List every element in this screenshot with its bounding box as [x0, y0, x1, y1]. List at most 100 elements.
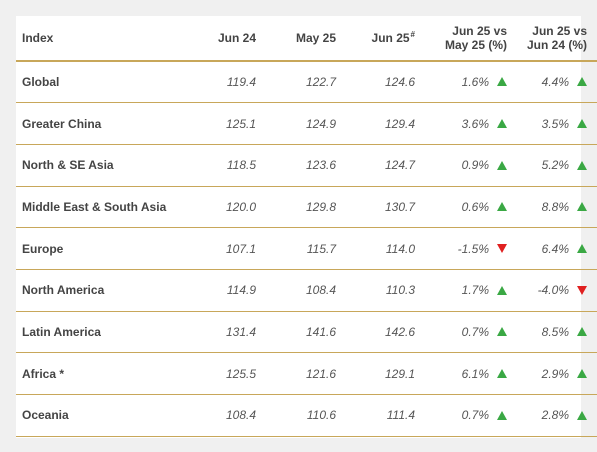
value-may25: 122.7	[256, 61, 336, 104]
triangle-up-icon	[497, 410, 507, 420]
change-mom-cell: 1.6%	[415, 61, 507, 104]
value-may25: 108.4	[256, 269, 336, 312]
change-yoy-value: 5.2%	[541, 158, 569, 173]
change-mom-value: 1.6%	[461, 75, 489, 90]
change-yoy-value: 8.5%	[541, 324, 569, 339]
triangle-up-icon	[577, 160, 587, 170]
change-mom-cell: 0.9%	[415, 144, 507, 187]
change-yoy-cell: -4.0%	[507, 269, 597, 312]
header-yoy-line2: Jun 24 (%)	[526, 38, 587, 52]
triangle-up-icon	[577, 243, 587, 253]
table-row: Europe 107.1 115.7 114.0 -1.5% 6.4%	[16, 227, 597, 270]
value-may25: 115.7	[256, 227, 336, 270]
value-may25: 110.6	[256, 394, 336, 437]
header-index: Index	[16, 16, 190, 62]
header-jun25-footnote-mark: #	[410, 30, 415, 39]
table-row: Latin America 131.4 141.6 142.6 0.7% 8.5…	[16, 311, 597, 354]
triangle-up-icon	[577, 327, 587, 337]
change-mom-value: 0.7%	[461, 408, 489, 423]
triangle-down-icon	[577, 285, 587, 295]
triangle-up-icon	[497, 368, 507, 378]
value-jun24: 119.4	[190, 61, 256, 104]
value-jun25: 124.6	[336, 61, 415, 104]
change-yoy-cell: 3.5%	[507, 102, 597, 145]
header-jun24: Jun 24	[190, 16, 256, 62]
change-yoy-cell: 6.4%	[507, 227, 597, 270]
change-yoy-cell: 8.5%	[507, 311, 597, 354]
value-may25: 129.8	[256, 186, 336, 229]
value-jun24: 125.1	[190, 102, 256, 145]
value-jun25: 114.0	[336, 227, 415, 270]
region-name: Africa *	[16, 352, 190, 395]
change-yoy-value: 2.8%	[541, 408, 569, 423]
change-yoy-value: 6.4%	[541, 241, 569, 256]
value-may25: 124.9	[256, 102, 336, 145]
value-may25: 123.6	[256, 144, 336, 187]
header-row: Index Jun 24 May 25 Jun 25# Jun 25 vs May…	[16, 16, 597, 62]
triangle-up-icon	[497, 160, 507, 170]
triangle-up-icon	[577, 202, 587, 212]
change-yoy-cell: 5.2%	[507, 144, 597, 187]
change-mom-cell: 0.7%	[415, 394, 507, 437]
region-name: Europe	[16, 227, 190, 270]
value-may25: 121.6	[256, 352, 336, 395]
region-name: Global	[16, 61, 190, 104]
header-yoy-line1: Jun 25 vs	[532, 24, 587, 38]
triangle-up-icon	[497, 202, 507, 212]
header-may25: May 25	[256, 16, 336, 62]
change-mom-value: 0.9%	[461, 158, 489, 173]
value-jun24: 120.0	[190, 186, 256, 229]
value-jun25: 124.7	[336, 144, 415, 187]
triangle-up-icon	[577, 410, 587, 420]
change-mom-value: 1.7%	[461, 283, 489, 298]
change-mom-cell: 3.6%	[415, 102, 507, 145]
value-jun24: 108.4	[190, 394, 256, 437]
region-name: Greater China	[16, 102, 190, 145]
triangle-up-icon	[497, 77, 507, 87]
value-jun24: 114.9	[190, 269, 256, 312]
region-name: Oceania	[16, 394, 190, 437]
change-mom-cell: 6.1%	[415, 352, 507, 395]
value-jun24: 107.1	[190, 227, 256, 270]
table-body: Global 119.4 122.7 124.6 1.6% 4.4% Great…	[16, 61, 597, 437]
header-mom-line1: Jun 25 vs	[452, 24, 507, 38]
region-name: North & SE Asia	[16, 144, 190, 187]
region-name: Latin America	[16, 311, 190, 354]
value-jun25: 130.7	[336, 186, 415, 229]
header-jun25-label: Jun 25	[371, 31, 410, 45]
table-row: North & SE Asia 118.5 123.6 124.7 0.9% 5…	[16, 144, 597, 187]
region-name: Middle East & South Asia	[16, 186, 190, 229]
triangle-up-icon	[577, 77, 587, 87]
table-row: Middle East & South Asia 120.0 129.8 130…	[16, 186, 597, 229]
table-row: North America 114.9 108.4 110.3 1.7% -4.…	[16, 269, 597, 312]
change-yoy-value: 2.9%	[541, 366, 569, 381]
value-jun25: 110.3	[336, 269, 415, 312]
triangle-up-icon	[577, 118, 587, 128]
table-row: Greater China 125.1 124.9 129.4 3.6% 3.5…	[16, 102, 597, 145]
table-row: Africa * 125.5 121.6 129.1 6.1% 2.9%	[16, 352, 597, 395]
table-row: Global 119.4 122.7 124.6 1.6% 4.4%	[16, 61, 597, 104]
change-yoy-value: 4.4%	[541, 75, 569, 90]
header-yoy: Jun 25 vs Jun 24 (%)	[507, 16, 597, 62]
triangle-down-icon	[497, 243, 507, 253]
table-header: Index Jun 24 May 25 Jun 25# Jun 25 vs May…	[16, 16, 597, 62]
value-jun24: 118.5	[190, 144, 256, 187]
change-yoy-value: -4.0%	[537, 283, 569, 298]
change-mom-cell: 1.7%	[415, 269, 507, 312]
value-may25: 141.6	[256, 311, 336, 354]
triangle-up-icon	[577, 368, 587, 378]
change-mom-cell: -1.5%	[415, 227, 507, 270]
value-jun24: 131.4	[190, 311, 256, 354]
header-mom-line2: May 25 (%)	[444, 38, 507, 52]
change-mom-value: 6.1%	[461, 366, 489, 381]
triangle-up-icon	[497, 285, 507, 295]
change-yoy-value: 3.5%	[541, 116, 569, 131]
change-yoy-cell: 8.8%	[507, 186, 597, 229]
value-jun24: 125.5	[190, 352, 256, 395]
change-yoy-value: 8.8%	[541, 199, 569, 214]
change-mom-cell: 0.6%	[415, 186, 507, 229]
header-jun25: Jun 25#	[336, 16, 415, 62]
change-yoy-cell: 2.8%	[507, 394, 597, 437]
value-jun25: 111.4	[336, 394, 415, 437]
change-mom-value: 0.7%	[461, 324, 489, 339]
